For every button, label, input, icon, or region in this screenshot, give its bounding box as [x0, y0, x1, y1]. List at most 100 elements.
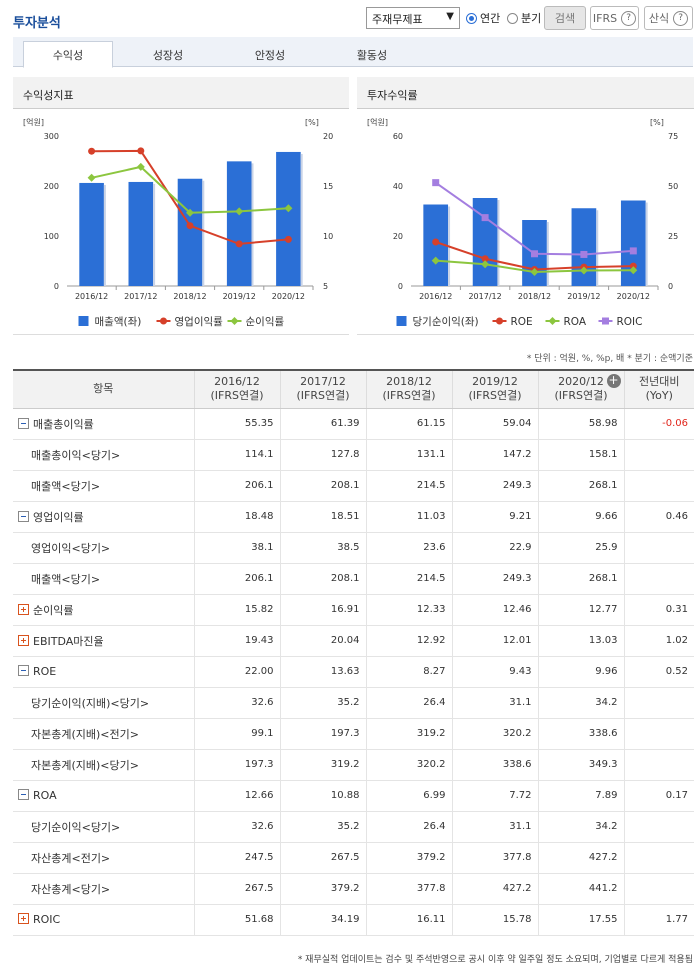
value-cell: 12.01: [451, 625, 538, 657]
tab-stability[interactable]: 안정성: [254, 48, 286, 62]
table-row: 매출총이익<당기> 114.1 127.8 131.1 147.2 158.1: [13, 439, 694, 471]
row-label-cell[interactable]: 매출총이익률: [13, 408, 194, 440]
point-순이익률: [87, 173, 96, 182]
row-label: 매출총이익률: [33, 417, 94, 431]
chevron-down-icon: ▼: [446, 11, 454, 22]
row-label: 매출액<당기>: [31, 479, 101, 493]
radio-checked-icon: [466, 12, 477, 24]
x-tick-label: 2017/12: [468, 292, 501, 301]
column-header-label: 항목: [93, 382, 114, 396]
table-row: 당기순이익(지배)<당기> 32.6 35.2 26.4 31.1 34.2: [13, 687, 694, 719]
column-header-sublabel: (IFRS연결): [296, 389, 350, 403]
value-cell: 34.2: [537, 687, 624, 719]
column-header: 전년대비 (YoY): [623, 370, 694, 409]
row-label-cell: 자본총계(지배)<전기>: [13, 718, 194, 750]
row-label-cell[interactable]: 영업이익률: [13, 501, 194, 533]
expand-icon[interactable]: [18, 603, 29, 615]
right-tick-label: 10: [323, 232, 333, 241]
bar-shadow: [103, 184, 106, 286]
left-tick-label: 40: [393, 182, 403, 191]
add-column-icon[interactable]: +: [606, 373, 621, 388]
tab-growth[interactable]: 성장성: [152, 48, 184, 62]
profitability-chart-panel: 수익성지표 [억원] [%] 300 200 100 0 20 15 10 5 2016/12 201…: [13, 77, 349, 335]
profitability-chart-title: 수익성지표: [13, 77, 349, 109]
point-ROA: [530, 268, 539, 277]
point-ROE: [629, 262, 637, 270]
collapse-icon[interactable]: [18, 417, 29, 429]
value-cell: 127.8: [279, 439, 366, 471]
bar-shadow: [596, 210, 599, 286]
row-label: 자산총계<당기>: [31, 882, 111, 896]
point-ROE: [481, 255, 489, 263]
collapse-icon[interactable]: [18, 789, 29, 800]
expand-icon[interactable]: [18, 913, 29, 924]
radio-quarter[interactable]: 분기: [507, 10, 541, 26]
point-순이익률: [186, 208, 194, 217]
x-tick-label: 2020/12: [617, 292, 650, 301]
table-header-row: 항목 2016/12 (IFRS연결) 2017/12 (IFRS연결) 2018/12(…: [13, 370, 694, 409]
financial-ratio-table: 항목 2016/12 (IFRS연결) 2017/12 (IFRS연결) 2018/12(…: [13, 369, 694, 936]
value-cell: 12.46: [451, 594, 538, 626]
table-row: 자본총계(지배)<당기> 197.3 319.2 320.2 338.6 349.3: [13, 749, 694, 781]
formula-help-button[interactable]: 산식 ?: [644, 6, 693, 30]
legend-swatch: [496, 317, 503, 325]
row-label: 순이익률: [33, 603, 74, 617]
row-label-cell: 자산총계<당기>: [13, 873, 194, 905]
value-cell: 197.3: [279, 718, 366, 750]
statement-type-select[interactable]: 주재무제표 ▼: [366, 7, 460, 29]
table-row: 영업이익률 18.48 18.51 11.03 9.21 9.66 0.46: [13, 501, 694, 533]
unit-note: * 단위 : 억원, %, %p, 배 * 분기 : 순액기준: [526, 354, 693, 364]
row-label: 자산총계<전기>: [31, 851, 111, 865]
yoy-cell: 0.17: [623, 780, 694, 812]
value-cell: 12.66: [193, 780, 280, 812]
x-tick-label: 2020/12: [272, 292, 305, 301]
value-cell: 320.2: [365, 749, 452, 781]
tab-profitability[interactable]: 수익성: [23, 41, 113, 68]
value-cell: 267.5: [279, 842, 366, 874]
help-icon: ?: [621, 10, 637, 26]
yoy-cell: -0.06: [623, 408, 694, 440]
left-tick-label: 0: [398, 282, 403, 291]
investment-return-chart: [억원] [%] 60 40 20 0 75 50 25 0 2016/12 2017/12 2018/…: [367, 117, 678, 328]
expand-icon[interactable]: [18, 634, 29, 646]
point-순이익률: [284, 204, 293, 213]
value-cell: 214.5: [365, 470, 452, 502]
value-cell: 427.2: [537, 842, 624, 874]
column-header-label: 2016/12: [214, 375, 260, 389]
value-cell: 319.2: [365, 718, 452, 750]
bar-shadow: [497, 200, 500, 286]
value-cell: 12.92: [365, 625, 452, 657]
row-label-cell[interactable]: ROIC: [13, 904, 194, 936]
section-title: 투자분석: [13, 16, 61, 31]
search-button[interactable]: 검색: [544, 6, 586, 30]
row-label: 영업이익<당기>: [31, 541, 111, 555]
value-cell: 38.5: [279, 532, 366, 564]
ifrs-help-button[interactable]: IFRS ?: [590, 6, 639, 30]
point-ROA: [629, 266, 638, 275]
table-row: EBITDA마진율 19.43 20.04 12.92 12.01 13.03 1.02: [13, 625, 694, 657]
collapse-icon[interactable]: [18, 665, 29, 676]
value-cell: 9.96: [537, 656, 624, 688]
value-cell: 267.5: [193, 873, 280, 905]
value-cell: 197.3: [193, 749, 280, 781]
x-tick-label: 2016/12: [419, 292, 452, 301]
row-label-cell[interactable]: ROE: [13, 656, 194, 688]
bar-shadow: [645, 202, 648, 286]
yoy-cell: 0.52: [623, 656, 694, 688]
left-axis-unit: [억원]: [23, 117, 44, 127]
value-cell: 51.68: [193, 904, 280, 936]
bar-2: [177, 178, 203, 286]
radio-annual[interactable]: 연간: [466, 10, 500, 26]
row-label-cell[interactable]: 순이익률: [13, 594, 194, 626]
value-cell: 427.2: [451, 873, 538, 905]
value-cell: 19.43: [193, 625, 280, 657]
yoy-cell: 1.77: [623, 904, 694, 936]
value-cell: 31.1: [451, 811, 538, 843]
collapse-icon[interactable]: [18, 510, 29, 522]
value-cell: 349.3: [537, 749, 624, 781]
row-label-cell[interactable]: EBITDA마진율: [13, 625, 194, 657]
right-tick-label: 50: [668, 182, 678, 191]
row-label-cell[interactable]: ROA: [13, 780, 194, 812]
tab-activity[interactable]: 활동성: [356, 48, 388, 62]
value-cell: 320.2: [451, 718, 538, 750]
